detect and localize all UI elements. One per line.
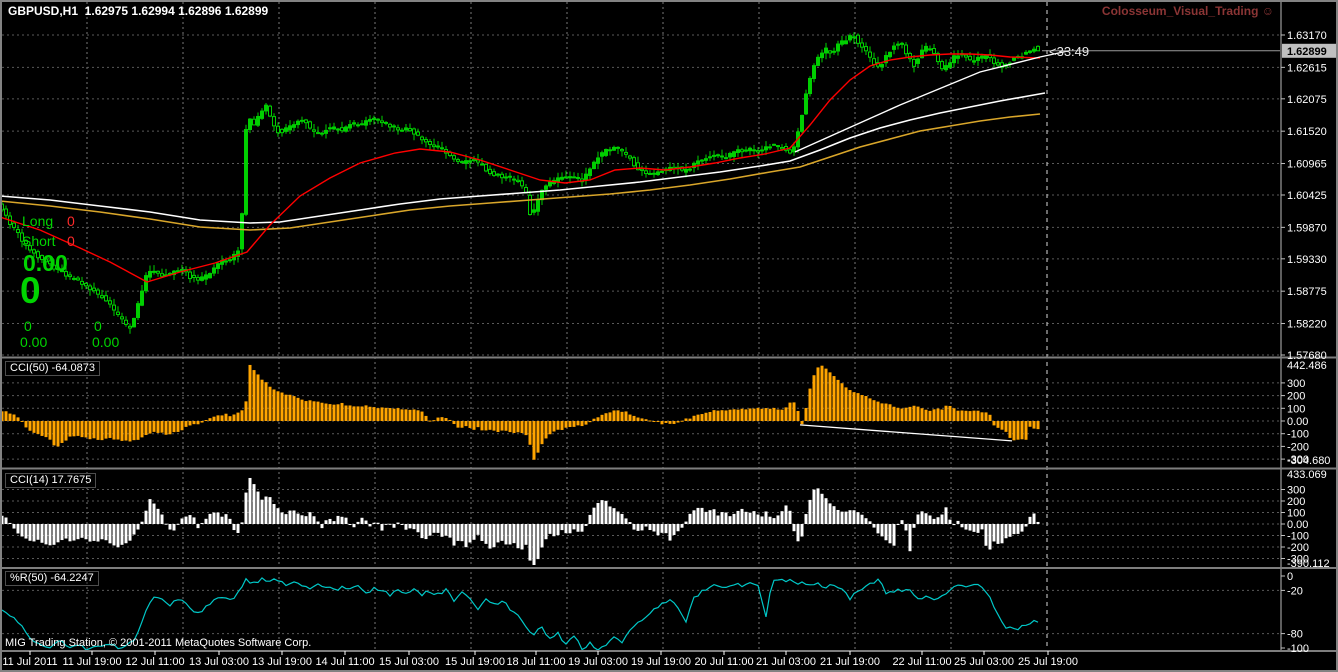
- cci50-histogram: [0, 364, 1040, 460]
- cci14-axis-min: -390.112: [1287, 558, 1330, 570]
- cci14-axis-label: 300: [1287, 485, 1305, 497]
- ea-long-value: 0: [67, 213, 75, 229]
- time-axis-label: 11 Jul 19:00: [62, 656, 121, 668]
- price-axis-label: 1.58220: [1287, 319, 1327, 331]
- ea-short-row: Short 0: [22, 233, 75, 249]
- price-axis-label: 1.59870: [1287, 222, 1327, 234]
- cci14-axis-label: 0.00: [1287, 519, 1308, 531]
- cci14-axis-label: 200: [1287, 496, 1305, 508]
- price-axis-label: 1.62075: [1287, 94, 1327, 106]
- wpr-axis[interactable]: 0 -20 -80 -100: [1281, 571, 1309, 655]
- time-axis-label: 25 Jul 03:00: [954, 656, 1014, 668]
- price-axis-label: 1.59330: [1287, 254, 1327, 266]
- candle-countdown: <33:49: [1049, 44, 1090, 59]
- price-axis-label: 1.60425: [1287, 190, 1327, 202]
- copyright-text: MIG Trading Station, © 2001-2011 MetaQuo…: [5, 637, 312, 649]
- time-axis-label: 21 Jul 19:00: [820, 656, 880, 668]
- indicator-label-wpr[interactable]: %R(50) -64.2247: [5, 571, 99, 586]
- cci50-axis-label: 300: [1287, 378, 1305, 390]
- time-axis-label: 19 Jul 19:00: [631, 656, 691, 668]
- ea-amount-left: 0.00: [20, 334, 48, 350]
- pane-separators: [0, 2, 1338, 652]
- cci50-axis-label: -100: [1287, 429, 1309, 441]
- time-axis-label: 25 Jul 19:00: [1018, 656, 1078, 668]
- time-axis-label: 14 Jul 11:00: [315, 656, 374, 668]
- time-axis-label: 22 Jul 11:00: [892, 656, 951, 668]
- ea-long-row: Long 0: [22, 213, 75, 229]
- price-axis-label: 1.57680: [1287, 350, 1327, 362]
- time-axis-label: 19 Jul 03:00: [568, 656, 628, 668]
- ea-short-label: Short: [22, 233, 56, 249]
- wpr-axis-label: 0: [1287, 571, 1293, 583]
- cci50-axis-label: -300: [1287, 454, 1309, 466]
- time-axis-label: 15 Jul 19:00: [445, 656, 505, 668]
- ea-value-large: 0: [20, 270, 41, 311]
- wpr-axis-label: -100: [1287, 643, 1309, 655]
- wpr-axis-label: -20: [1287, 585, 1303, 597]
- time-axis-label: 21 Jul 03:00: [756, 656, 816, 668]
- wpr-line: [1, 577, 1039, 651]
- trendline-main: [794, 50, 1069, 153]
- price-axis-label: 1.58775: [1287, 286, 1327, 298]
- ea-count-right: 0: [94, 318, 102, 334]
- price-axis-label: 1.61520: [1287, 126, 1327, 138]
- cci50-axis-label: 100: [1287, 403, 1305, 415]
- time-axis-label: 12 Jul 11:00: [125, 656, 184, 668]
- ma-gold: [0, 113, 1041, 231]
- wpr-axis-label: -80: [1287, 629, 1303, 641]
- trendline-cci50: [799, 424, 1013, 442]
- cci50-axis-min: -304.680: [1287, 455, 1330, 467]
- ea-count-left: 0: [24, 318, 32, 334]
- time-axis-label: 13 Jul 19:00: [252, 656, 312, 668]
- ma-slow-white: [0, 92, 1046, 224]
- watermark-text: Colosseum_Visual_Trading ☺: [1101, 4, 1274, 18]
- time-axis-label: 11 Jul 2011: [2, 656, 57, 668]
- cci14-histogram: [0, 477, 1040, 565]
- ea-value-medium: 0.00: [23, 250, 68, 276]
- cci50-axis-label: 0.00: [1287, 416, 1308, 428]
- ea-short-value: 0: [67, 233, 75, 249]
- ea-long-label: Long: [22, 213, 54, 229]
- cci14-axis-label: -100: [1287, 531, 1309, 543]
- price-axis-label: 1.63170: [1287, 30, 1327, 42]
- time-axis[interactable]: 11 Jul 2011 11 Jul 19:00 12 Jul 11:00 13 Ju…: [2, 651, 1078, 668]
- cci14-axis-label: -300: [1287, 554, 1309, 566]
- cci50-axis-label: 200: [1287, 391, 1305, 403]
- time-axis-label: 15 Jul 03:00: [379, 656, 439, 668]
- indicator-label-cci14[interactable]: CCI(14) 17.7675: [5, 473, 97, 488]
- ma-fast-red: [0, 53, 1041, 283]
- price-axis-label: 1.62615: [1287, 62, 1327, 74]
- chart-title-ohlc: GBPUSD,H1 1.62975 1.62994 1.62896 1.6289…: [8, 4, 269, 18]
- price-axis[interactable]: 1.63170 1.62615 1.62075 1.61520 1.60965 1.604…: [1281, 30, 1337, 362]
- cci14-axis-label: 100: [1287, 508, 1305, 520]
- cci50-axis-label: -200: [1287, 441, 1309, 453]
- cci50-axis-max: 442.486: [1287, 360, 1327, 372]
- ea-amount-right: 0.00: [92, 334, 120, 350]
- indicator-label-cci50[interactable]: CCI(50) -64.0873: [5, 361, 100, 376]
- current-price-marker: 1.62899: [1287, 46, 1327, 58]
- time-axis-label: 20 Jul 11:00: [694, 656, 753, 668]
- time-axis-label: 13 Jul 03:00: [189, 656, 249, 668]
- time-axis-label: 18 Jul 11:00: [506, 656, 565, 668]
- price-axis-label: 1.60965: [1287, 159, 1327, 171]
- cci14-axis-label: -200: [1287, 542, 1309, 554]
- cci14-axis-max: 433.069: [1287, 469, 1327, 481]
- grid-lines: [2, 2, 1280, 650]
